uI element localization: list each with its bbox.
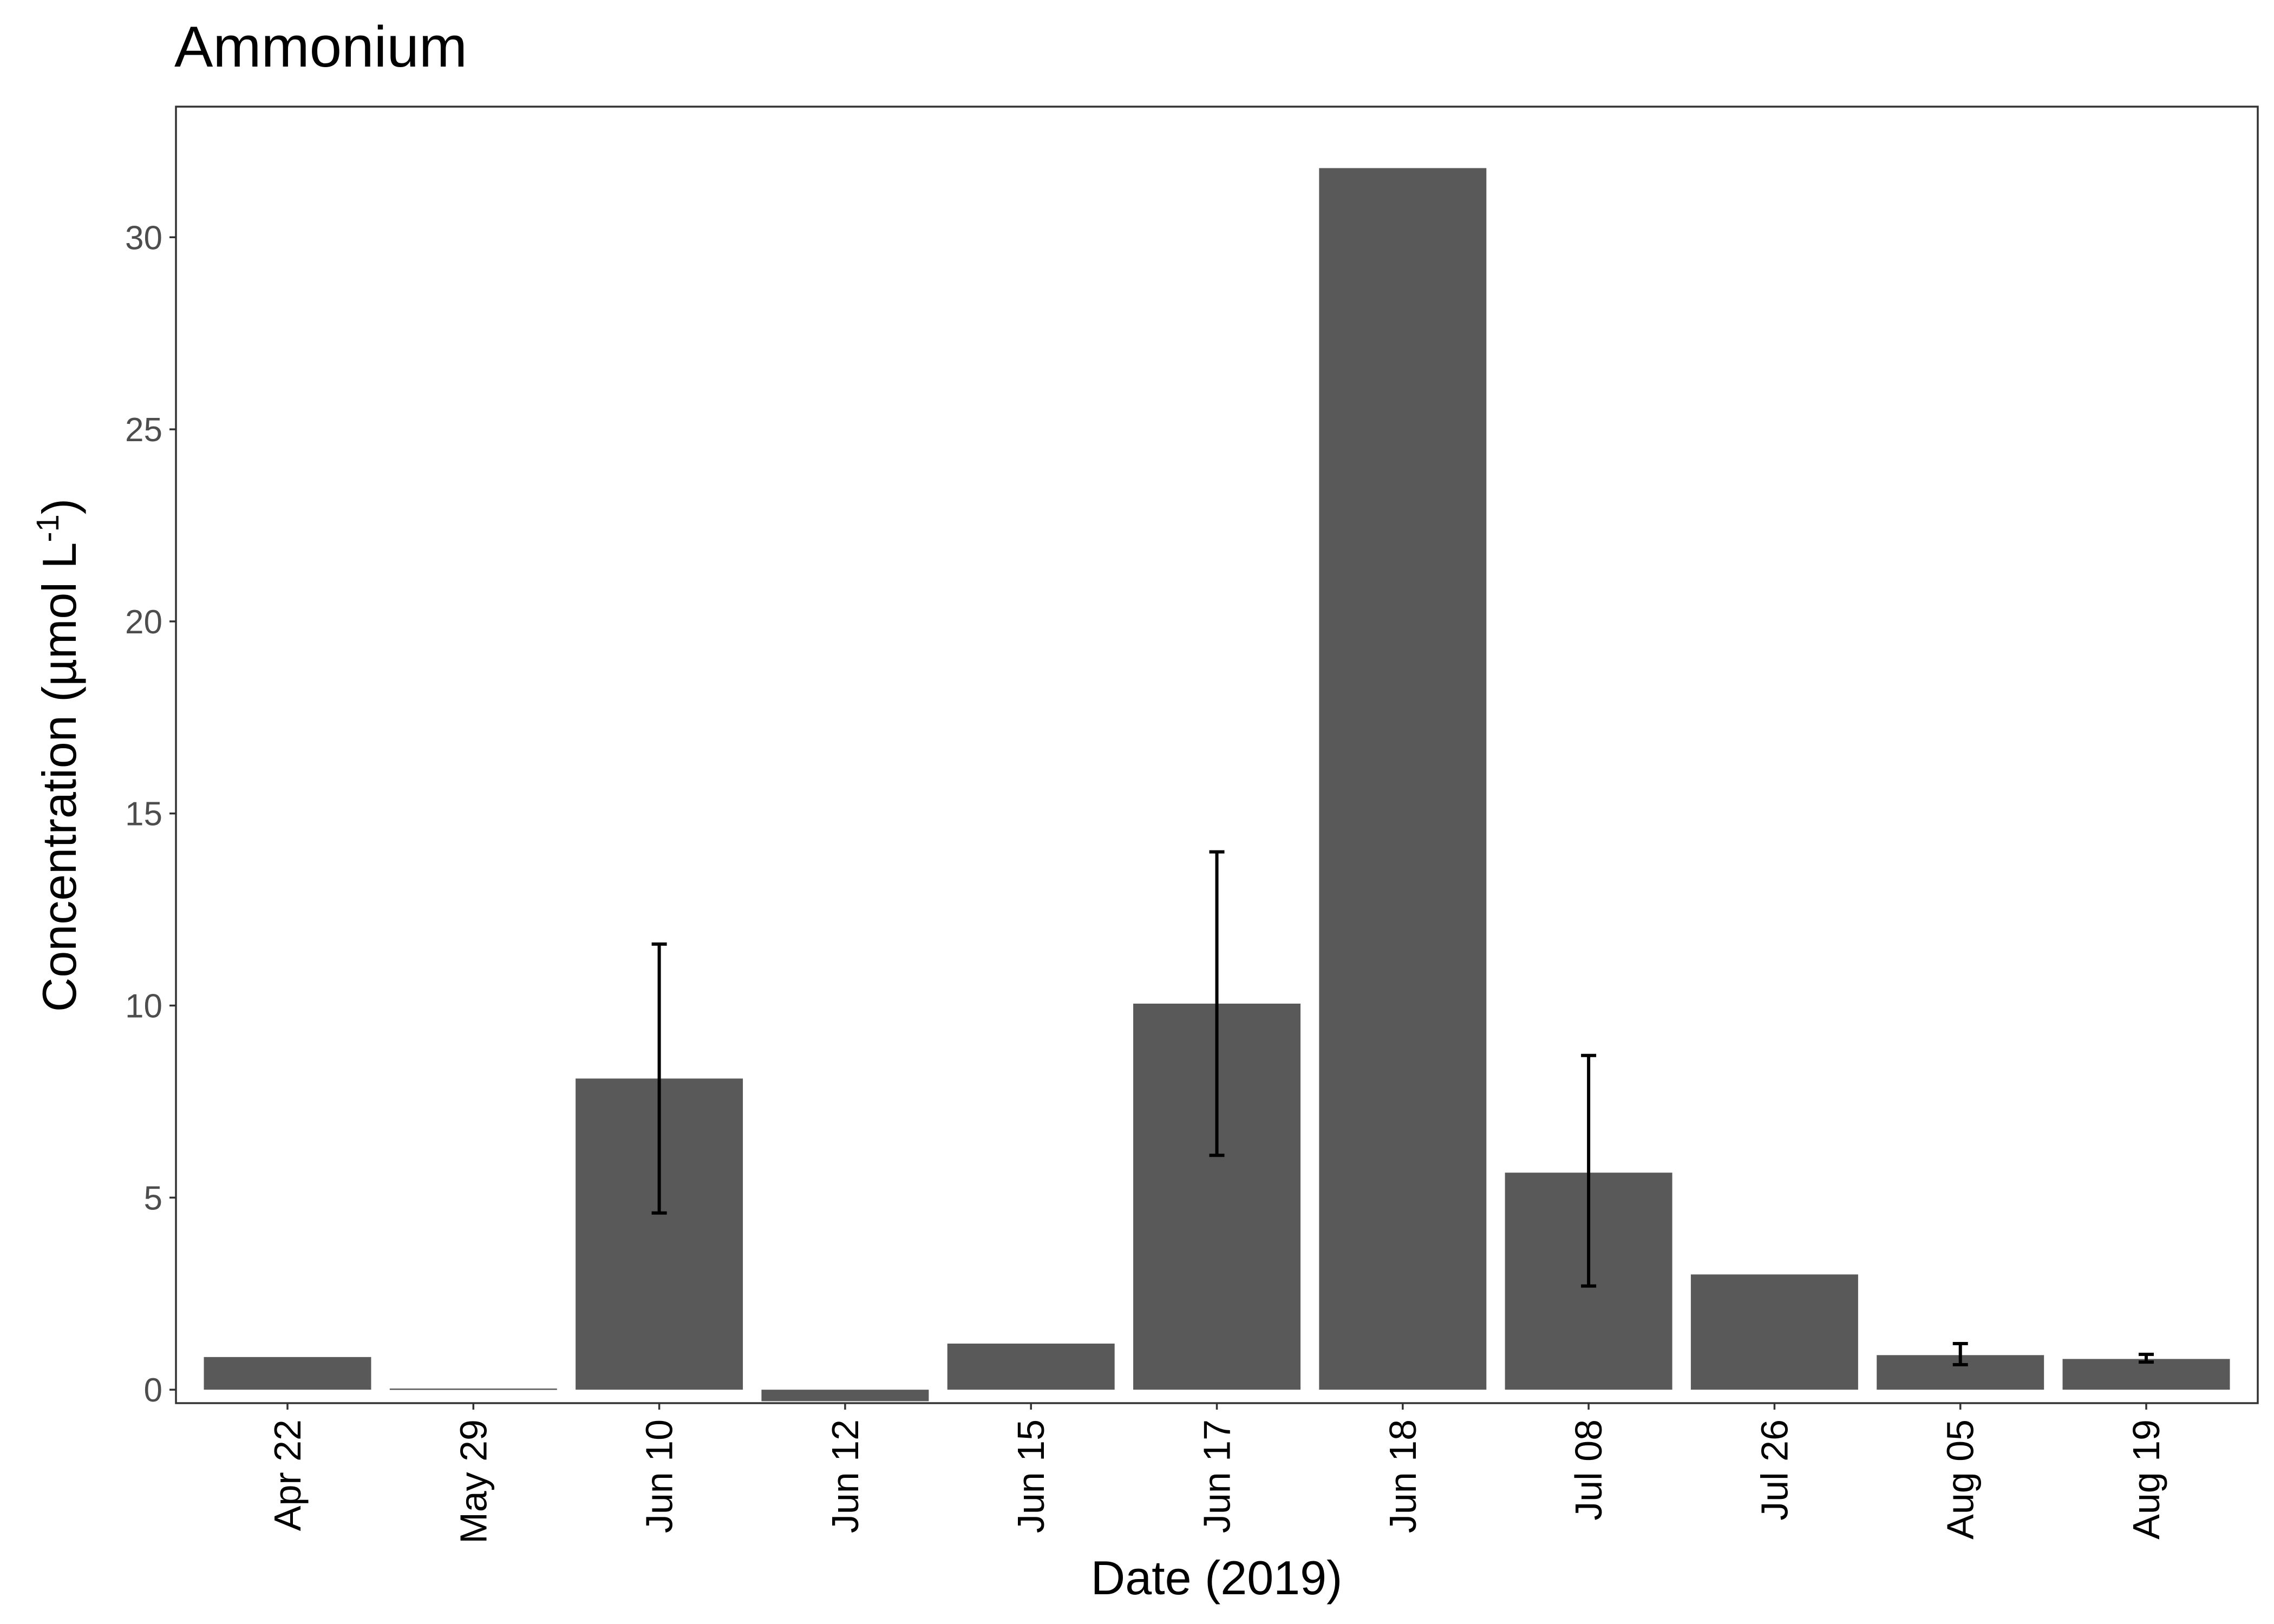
y-tick-label: 20 — [125, 604, 162, 641]
y-axis-title-group: Concentration (µmol L-1) — [30, 499, 87, 1012]
bar-apr-22 — [204, 1357, 371, 1390]
x-tick-label: Jun 18 — [1382, 1419, 1424, 1533]
x-tick-label: Jun 17 — [1196, 1419, 1238, 1533]
y-tick-label: 5 — [144, 1180, 162, 1217]
y-tick-label: 30 — [125, 219, 162, 257]
x-tick-label: Jun 12 — [824, 1419, 866, 1533]
error-bar-aug-19 — [2139, 1352, 2154, 1364]
y-tick-label: 10 — [125, 988, 162, 1025]
y-tick-label: 15 — [125, 796, 162, 833]
x-tick-label: Jun 10 — [638, 1419, 681, 1533]
bar-jul-26 — [1690, 1274, 1858, 1390]
x-axis: Apr 22 May 29 Jun 10 Jun 12 Jun 15 Jun 17 Jun … — [266, 1403, 2167, 1544]
bar-jun-18 — [1319, 168, 1487, 1390]
x-tick-label: Jul 26 — [1753, 1419, 1795, 1521]
chart-title: Ammonium — [174, 14, 467, 79]
x-tick-label: Jun 15 — [1010, 1419, 1052, 1533]
y-tick-label: 25 — [125, 411, 162, 449]
error-bars-group — [651, 850, 2154, 1367]
error-bar-jun-10 — [651, 942, 667, 1215]
bar-jun-12 — [761, 1390, 929, 1402]
error-bar-jul-08 — [1581, 1053, 1597, 1288]
x-tick-label: Aug 19 — [2125, 1419, 2167, 1540]
bar-jun-15 — [947, 1344, 1115, 1390]
x-tick-label: Apr 22 — [266, 1419, 309, 1531]
x-tick-label: Jul 08 — [1567, 1419, 1610, 1521]
x-axis-title: Date (2019) — [1091, 1551, 1343, 1605]
y-axis-title-close: ) — [32, 499, 86, 514]
bar-aug-19 — [2062, 1359, 2230, 1390]
x-tick-label: May 29 — [452, 1419, 494, 1544]
x-tick-label: Aug 05 — [1939, 1419, 1982, 1540]
error-bar-aug-05 — [1952, 1342, 1968, 1367]
error-bar-jun-17 — [1209, 850, 1225, 1157]
y-axis-title: Concentration (µmol L-1) — [30, 499, 87, 1012]
y-axis: 0 5 10 15 20 25 30 — [125, 219, 176, 1409]
y-axis-title-superscript: -1 — [30, 514, 66, 542]
bar-may-29 — [389, 1389, 557, 1390]
y-tick-label: 0 — [144, 1372, 162, 1409]
y-axis-title-text: Concentration (µmol L — [32, 542, 86, 1012]
